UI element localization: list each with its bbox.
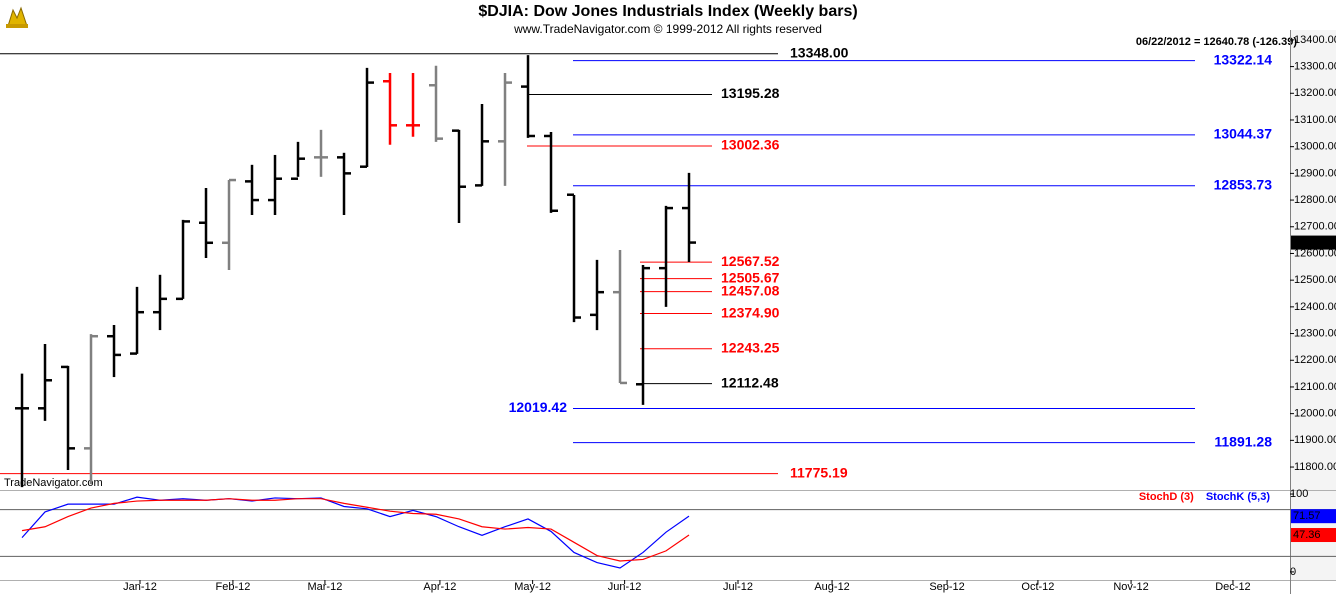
x-tick-label: Dec-12 (1215, 581, 1250, 593)
stoch-line (21, 498, 690, 562)
y-tick-label: 12500.00 (1294, 274, 1336, 286)
x-tick-label: Jun-12 (608, 581, 642, 593)
y-tick-label: 11800.00 (1294, 461, 1336, 473)
y-tick-label: 11900.00 (1294, 434, 1336, 446)
y-tick-label: 13100.00 (1294, 114, 1336, 126)
chart-subtitle: www.TradeNavigator.com © 1999-2012 All r… (513, 22, 822, 36)
y-tick-label: 12700.00 (1294, 221, 1336, 233)
level-label: 13195.28 (721, 85, 780, 101)
level-label: 12567.52 (721, 253, 780, 269)
y-tick-label: 12600.00 (1294, 247, 1336, 259)
x-tick-label: Nov-12 (1113, 581, 1148, 593)
level-label: 12457.08 (721, 282, 780, 298)
level-label: 13044.37 (1214, 126, 1273, 142)
x-tick-label: Apr-12 (423, 581, 456, 593)
x-tick-label: Jul-12 (723, 581, 753, 593)
level-label: 13348.00 (790, 44, 849, 60)
x-tick-label: Jan-12 (123, 581, 157, 593)
x-tick-label: Aug-12 (814, 581, 849, 593)
value-tag-label: 71.57 (1293, 510, 1321, 522)
level-label: 11775.19 (790, 464, 848, 480)
axis-panel (1290, 30, 1336, 580)
level-label: 12243.25 (721, 339, 780, 355)
quote: 06/22/2012 = 12640.78 (-126.39) (1136, 36, 1297, 48)
y-tick-label: 12800.00 (1294, 194, 1336, 206)
level-label: 12019.42 (509, 399, 568, 415)
level-label: 12112.48 (721, 374, 779, 390)
y-tick-label: 13300.00 (1294, 60, 1336, 72)
price-tag-label: 12640.78 (1293, 236, 1336, 248)
stoch-line (21, 496, 690, 569)
y-tick-label: 12000.00 (1294, 408, 1336, 420)
y-tick-label: 12300.00 (1294, 327, 1336, 339)
x-tick-label: Oct-12 (1021, 581, 1054, 593)
level-label: 11891.28 (1214, 433, 1272, 449)
level-label: 13002.36 (721, 137, 780, 153)
level-label: 13322.14 (1214, 51, 1273, 67)
logo (4, 4, 30, 30)
price-tag (1291, 235, 1336, 250)
level-label: 12374.90 (721, 304, 780, 320)
value-tag (1291, 528, 1336, 543)
level-label: 12853.73 (1214, 176, 1273, 192)
x-tick-label: Feb-12 (215, 581, 250, 593)
level-label: 12505.67 (721, 269, 780, 285)
chart-title: $DJIA: Dow Jones Industrials Index (Week… (478, 3, 857, 20)
x-tick-label: Sep-12 (929, 581, 964, 593)
y-tick-label: 13000.00 (1294, 141, 1336, 153)
legend-entry: StochK (5,3) (1206, 491, 1271, 503)
value-tag-label: 47.36 (1293, 529, 1321, 541)
y-tick-label: 13200.00 (1294, 87, 1336, 99)
x-tick-label: May-12 (514, 581, 551, 593)
y-tick-label: 0 (1290, 566, 1296, 578)
value-tag (1291, 509, 1336, 524)
y-tick-label: 13400.00 (1294, 34, 1336, 46)
y-tick-label: 12200.00 (1294, 354, 1336, 366)
legend-entry: StochD (3) (1139, 491, 1194, 503)
watermark: TradeNavigator.com (4, 477, 103, 489)
y-tick-label: 12100.00 (1294, 381, 1336, 393)
x-tick-label: Mar-12 (307, 581, 342, 593)
y-tick-label: 100 (1290, 488, 1308, 500)
y-tick-label: 12900.00 (1294, 167, 1336, 179)
y-tick-label: 12400.00 (1294, 301, 1336, 313)
